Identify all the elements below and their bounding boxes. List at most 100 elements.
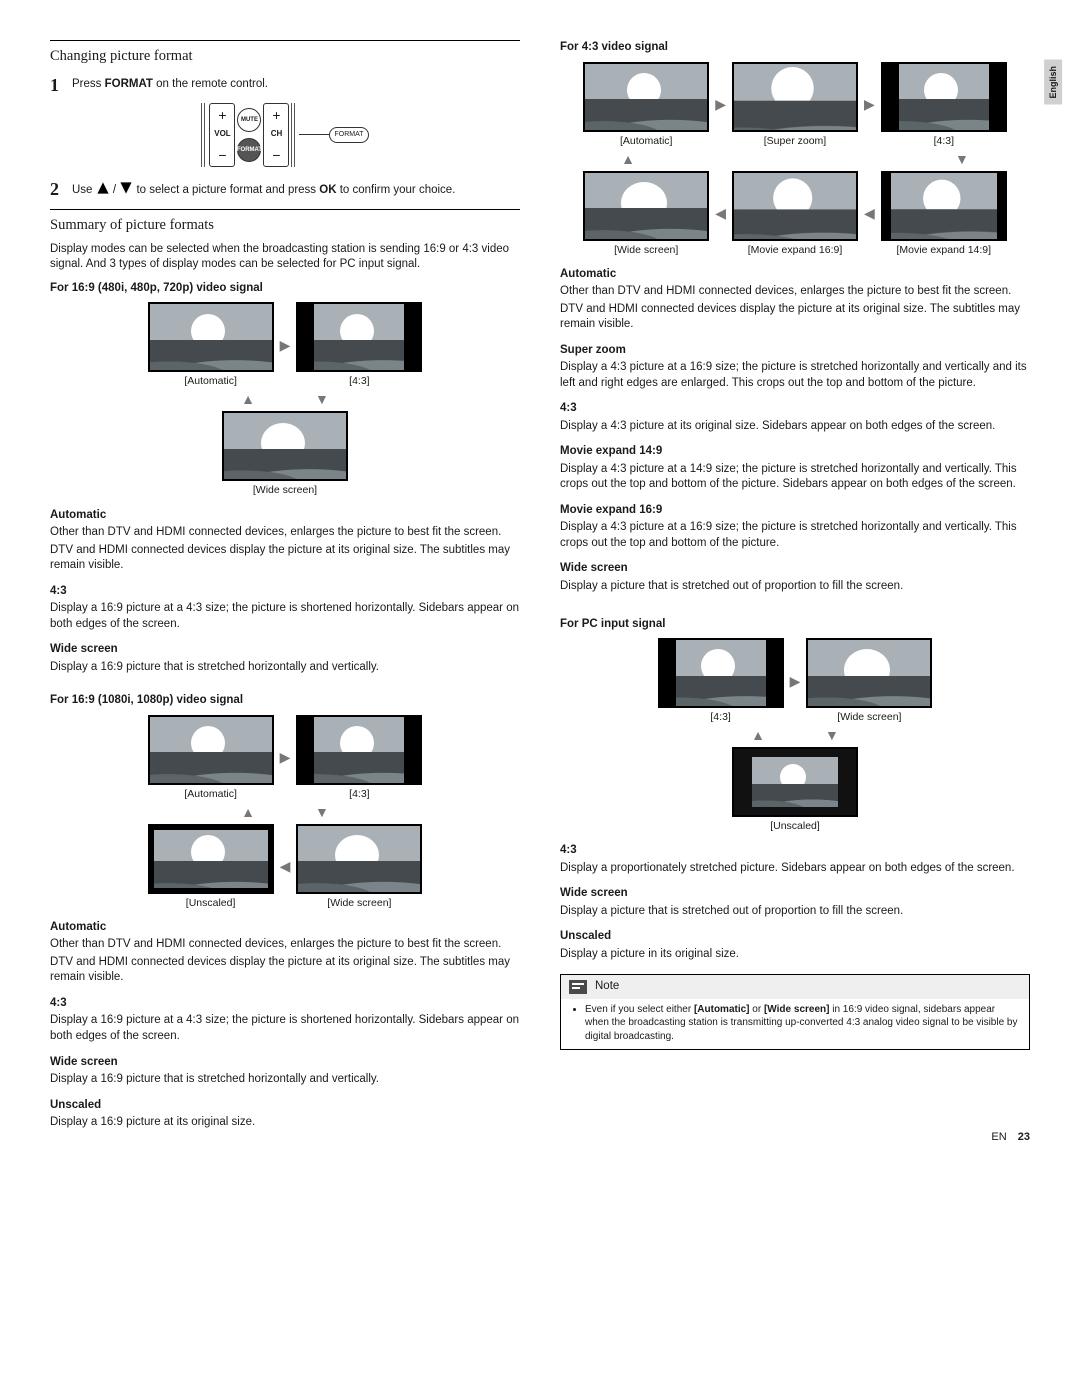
def-body: Display a picture that is stretched out … xyxy=(560,904,1030,920)
summary-intro: Display modes can be selected when the b… xyxy=(50,242,520,273)
caption: [Wide screen] xyxy=(253,483,317,497)
def-body: DTV and HDMI connected devices display t… xyxy=(560,302,1030,333)
def-body: Display a 16:9 picture at a 4:3 size; th… xyxy=(50,1013,520,1044)
diagram-pc: [4:3] ▶ [Wide screen] ▲▼ [Unscaled] xyxy=(560,638,1030,833)
thumb-automatic xyxy=(583,62,709,132)
caption: [Automatic] xyxy=(184,374,237,388)
up-arrow-icon: ▲ xyxy=(241,803,255,822)
caption: [Wide screen] xyxy=(614,243,678,257)
rule xyxy=(50,209,520,210)
def-body: Display a 4:3 picture at a 16:9 size; th… xyxy=(560,360,1030,391)
note-box: Note Even if you select either [Automati… xyxy=(560,974,1030,1050)
language-tab: English xyxy=(1044,60,1062,105)
def-body: Display a proportionately stretched pict… xyxy=(560,861,1030,877)
def-body: Display a 16:9 picture at a 4:3 size; th… xyxy=(50,601,520,632)
left-arrow-icon: ◀ xyxy=(280,857,291,876)
down-arrow-icon: ▼ xyxy=(825,726,839,745)
step-body: Use / to select a picture format and pre… xyxy=(72,177,520,199)
heading-summary: Summary of picture formats xyxy=(50,216,520,236)
def-body: Display a 16:9 picture that is stretched… xyxy=(50,1072,520,1088)
thumb-wide xyxy=(806,638,932,708)
sub-pc: For PC input signal xyxy=(560,617,1030,633)
caption: [4:3] xyxy=(934,134,954,148)
def-title: Automatic xyxy=(560,267,1030,283)
caption: [Unscaled] xyxy=(770,819,820,833)
caption: [Movie expand 16:9] xyxy=(748,243,843,257)
caption: [Unscaled] xyxy=(186,896,236,910)
ch-rocker: + CH − xyxy=(263,103,289,167)
text: or xyxy=(750,1004,764,1015)
thumb-wide xyxy=(583,171,709,241)
thumb-me149 xyxy=(881,171,1007,241)
down-arrow-icon: ▼ xyxy=(315,803,329,822)
def-title: 4:3 xyxy=(560,843,1030,859)
thumb-43 xyxy=(658,638,784,708)
step-2: 2 Use / to select a picture format and p… xyxy=(50,177,520,201)
thumb-wide xyxy=(296,824,422,894)
thumb-43 xyxy=(296,715,422,785)
caption: [Super zoom] xyxy=(764,134,826,148)
def-title: Unscaled xyxy=(50,1098,520,1114)
down-arrow-icon xyxy=(119,181,133,195)
up-arrow-icon: ▲ xyxy=(241,390,255,409)
thumb-automatic xyxy=(148,302,274,372)
thumb-43 xyxy=(881,62,1007,132)
def-body: Other than DTV and HDMI connected device… xyxy=(560,284,1030,300)
text: on the remote control. xyxy=(153,78,268,90)
text: to confirm your choice. xyxy=(337,184,456,196)
format-callout-label: FORMAT xyxy=(329,127,368,142)
right-arrow-icon: ▶ xyxy=(790,672,801,691)
left-arrow-icon: ◀ xyxy=(864,204,875,223)
step-1: 1 Press FORMAT on the remote control. xyxy=(50,73,520,97)
bold: [Automatic] xyxy=(694,1004,750,1015)
mute-button: MUTE xyxy=(237,108,261,132)
remote-diagram: + VOL − MUTE FORMAT + CH − FORMAT xyxy=(50,103,520,167)
thumb-automatic xyxy=(148,715,274,785)
remote-edge xyxy=(201,103,207,167)
note-icon xyxy=(569,980,587,994)
bold: [Wide screen] xyxy=(764,1004,829,1015)
format-callout: FORMAT xyxy=(299,127,368,142)
def-title: Wide screen xyxy=(560,561,1030,577)
def-title: Automatic xyxy=(50,508,520,524)
key-ok: OK xyxy=(319,184,336,196)
format-button: FORMAT xyxy=(237,138,261,162)
plus-icon: + xyxy=(272,108,280,122)
thumb-43 xyxy=(296,302,422,372)
def-title: Wide screen xyxy=(50,1055,520,1071)
def-title: Super zoom xyxy=(560,343,1030,359)
up-arrow-icon: ▲ xyxy=(621,150,635,169)
def-title: Unscaled xyxy=(560,929,1030,945)
def-title: Wide screen xyxy=(50,642,520,658)
sub-43: For 4:3 video signal xyxy=(560,40,1030,56)
plus-icon: + xyxy=(218,108,226,122)
minus-icon: − xyxy=(218,148,226,162)
footer-lang: EN xyxy=(991,1131,1006,1143)
thumb-unscaled xyxy=(732,747,858,817)
right-arrow-icon: ▶ xyxy=(715,95,726,114)
page-columns: Changing picture format 1 Press FORMAT o… xyxy=(50,40,1030,1133)
diagram-43: [Automatic] ▶ [Super zoom] ▶ [4:3] ▲▼ [W… xyxy=(560,62,1030,257)
footer-page: 23 xyxy=(1018,1131,1030,1143)
vol-rocker: + VOL − xyxy=(209,103,235,167)
def-body: Display a 4:3 picture at a 16:9 size; th… xyxy=(560,520,1030,551)
left-column: Changing picture format 1 Press FORMAT o… xyxy=(50,40,520,1133)
def-title: Wide screen xyxy=(560,886,1030,902)
caption: [Automatic] xyxy=(620,134,673,148)
caption: [Movie expand 14:9] xyxy=(897,243,992,257)
def-title: 4:3 xyxy=(50,584,520,600)
sub-169-sd: For 16:9 (480i, 480p, 720p) video signal xyxy=(50,281,520,297)
def-body: Display a picture in its original size. xyxy=(560,947,1030,963)
def-body: Display a picture that is stretched out … xyxy=(560,579,1030,595)
note-header: Note xyxy=(561,975,1029,999)
text: to select a picture format and press xyxy=(133,184,319,196)
thumb-wide xyxy=(222,411,348,481)
def-body: Display a 4:3 picture at a 14:9 size; th… xyxy=(560,462,1030,493)
note-label: Note xyxy=(595,979,619,995)
note-body: Even if you select either [Automatic] or… xyxy=(561,999,1029,1050)
thumb-unscaled xyxy=(148,824,274,894)
rule xyxy=(50,40,520,41)
heading-changing-format: Changing picture format xyxy=(50,47,520,67)
caption: [Wide screen] xyxy=(837,710,901,724)
note-item: Even if you select either [Automatic] or… xyxy=(585,1003,1021,1044)
